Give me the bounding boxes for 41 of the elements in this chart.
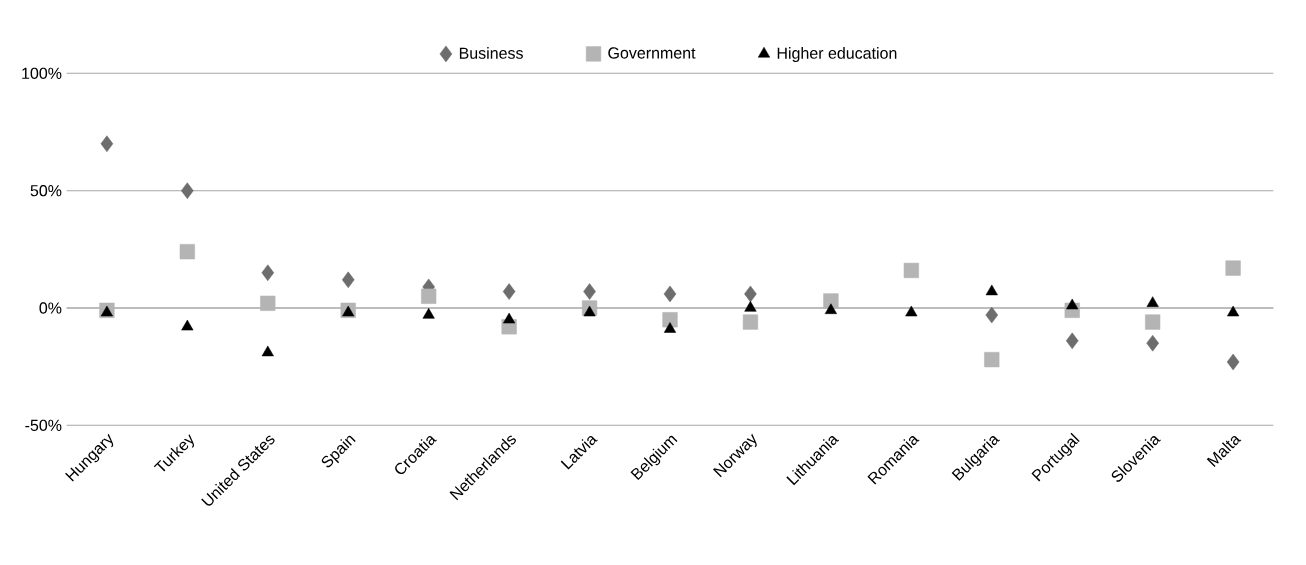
point	[903, 262, 919, 278]
point	[100, 135, 114, 152]
point	[421, 288, 437, 304]
y-tick-label: 0%	[39, 302, 62, 314]
point	[824, 303, 837, 314]
legend-label: Higher education	[777, 46, 897, 62]
point	[422, 307, 435, 319]
point	[1225, 260, 1241, 276]
point	[985, 284, 998, 296]
point	[181, 182, 194, 199]
point	[583, 283, 596, 300]
point	[1146, 334, 1159, 352]
point	[985, 306, 999, 324]
point	[1145, 314, 1161, 330]
point	[1146, 296, 1159, 307]
point	[181, 319, 194, 331]
y-tick-label: -50%	[25, 419, 62, 431]
point	[1066, 298, 1079, 310]
point	[1227, 305, 1240, 317]
point	[502, 283, 516, 300]
point	[742, 314, 759, 330]
point	[984, 351, 1000, 368]
point	[261, 264, 275, 281]
point	[179, 243, 195, 260]
point	[823, 293, 839, 309]
point	[905, 305, 918, 317]
point	[663, 322, 677, 333]
y-tick-label: 50%	[30, 184, 62, 197]
legend-label: Business	[459, 46, 523, 59]
legend-label: Government	[608, 47, 696, 59]
point	[341, 271, 355, 288]
point	[1065, 332, 1079, 349]
y-tick-label: 100%	[22, 67, 62, 79]
point	[583, 305, 596, 317]
point	[744, 300, 757, 312]
point	[663, 285, 677, 303]
point	[503, 312, 516, 324]
point	[1226, 353, 1240, 371]
point	[744, 285, 757, 303]
point	[261, 345, 274, 357]
point	[260, 295, 276, 311]
